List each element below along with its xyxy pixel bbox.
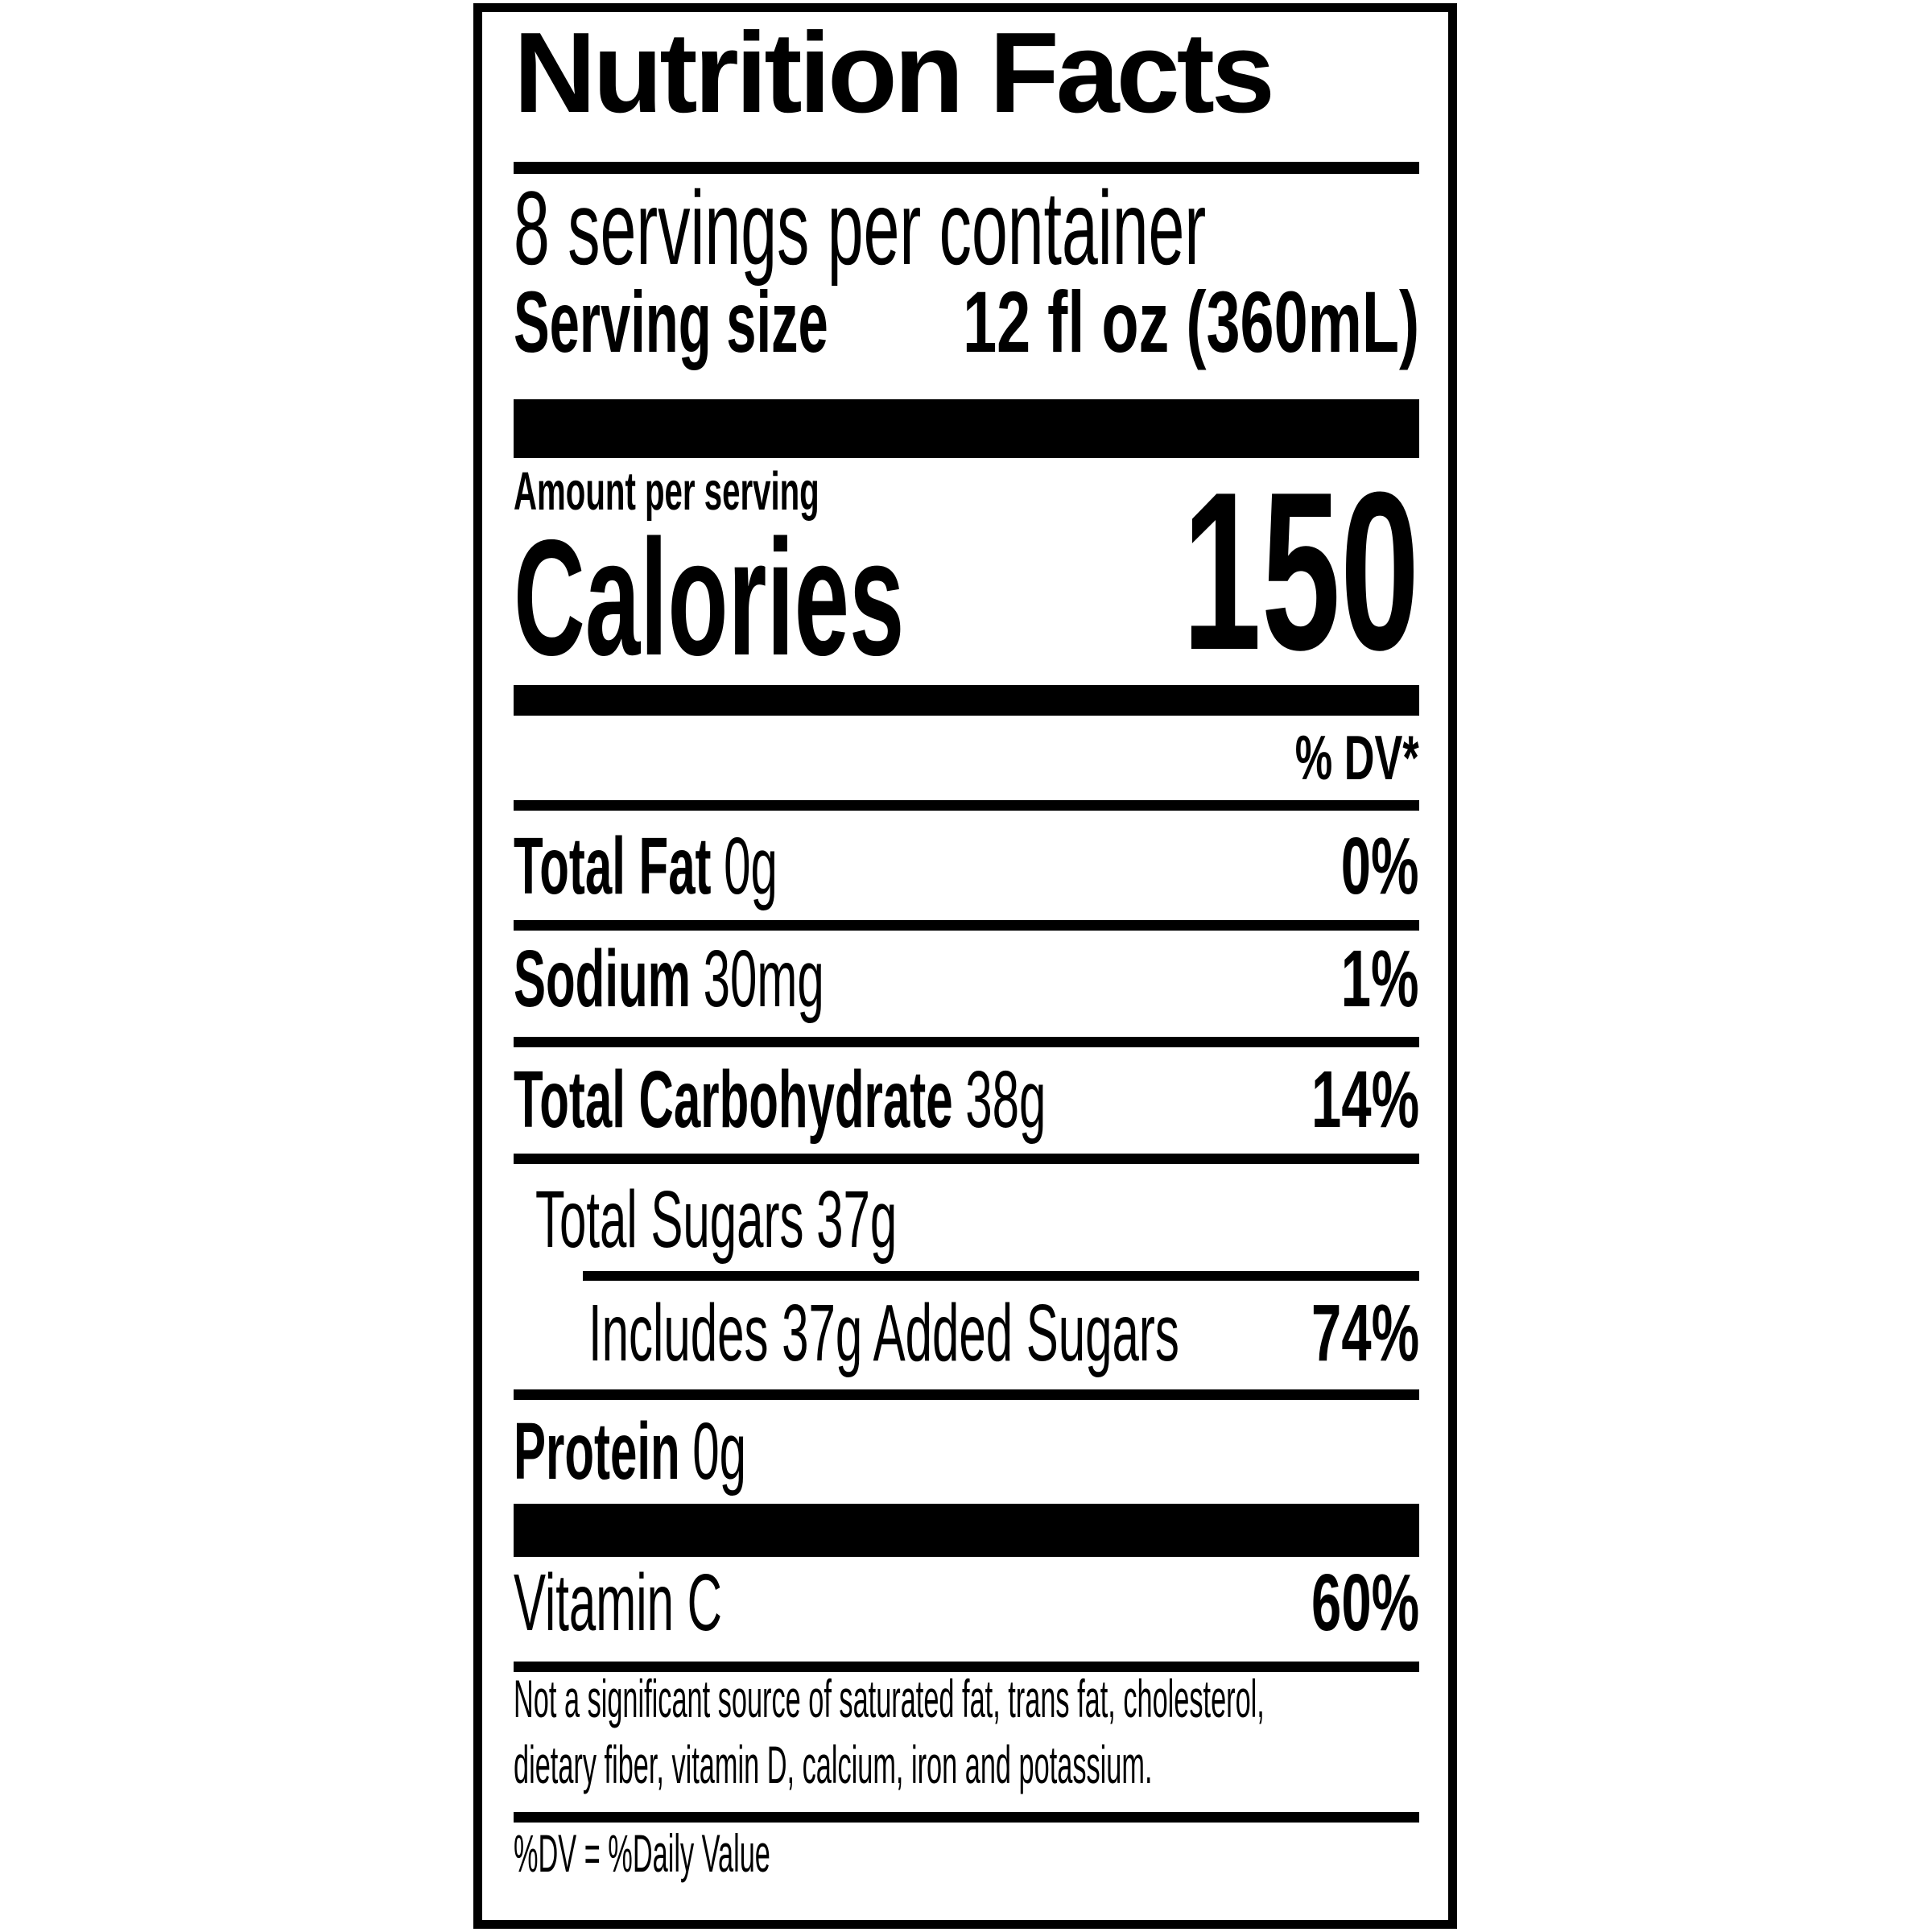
percent-dv-header: % DV* (1295, 722, 1419, 793)
divider (514, 920, 1419, 931)
nutrient-dv: 0% (1341, 821, 1419, 911)
nutrition-facts-label: Nutrition Facts 8 servings per container… (473, 3, 1457, 1929)
serving-size-value: 12 fl oz (360mL) (962, 273, 1419, 370)
vitamin-dv: 60% (1311, 1558, 1419, 1648)
divider (514, 1037, 1419, 1047)
nutrient-name-and-amount: Sodium 30mg (514, 939, 824, 1019)
nutrient-name: Total Carbohydrate (514, 1055, 953, 1145)
servings-per-container: 8 servings per container (514, 169, 1207, 287)
divider-above-dv-note (514, 1812, 1419, 1823)
calories-label: Calories (514, 506, 905, 690)
thick-bar-top (514, 399, 1419, 458)
nutrient-name: Sodium (514, 934, 691, 1024)
nutrient-amount: 0g (724, 821, 778, 911)
nutrient-amount: 37g (816, 1174, 898, 1265)
serving-size-label: Serving size (514, 273, 828, 370)
nutrient-amount: 38g (965, 1055, 1046, 1145)
divider-indented (583, 1271, 1419, 1281)
nutrient-name-and-amount: Total Carbohydrate 38g (514, 1059, 1046, 1140)
nutrient-name: Total Sugars (535, 1174, 804, 1265)
thick-bar-above-vitamins (514, 1504, 1419, 1557)
footnote-line: dietary fiber, vitamin D, calcium, iron … (514, 1735, 1153, 1794)
dv-note: %DV = %Daily Value (514, 1823, 770, 1883)
divider-under-title (514, 162, 1419, 174)
nutrient-amount: 0g (692, 1406, 747, 1496)
nutrient-name-and-amount: Total Sugars 37g (535, 1179, 897, 1260)
nutrient-name-and-amount: Total Fat 0g (514, 826, 778, 906)
divider-under-dv-header (514, 800, 1419, 811)
nutrient-name: Total Fat (514, 821, 712, 911)
label-title: Nutrition Facts (514, 9, 1275, 137)
footnote-line: Not a significant source of saturated fa… (514, 1669, 1265, 1728)
nutrient-name-and-amount: Protein 0g (514, 1411, 746, 1492)
amount-per-serving-label: Amount per serving (514, 461, 819, 522)
nutrient-name: Includes 37g Added Sugars (588, 1288, 1179, 1378)
vitamin-name: Vitamin C (514, 1558, 722, 1648)
divider (514, 1154, 1419, 1164)
nutrient-dv: 74% (1311, 1288, 1419, 1378)
nutrient-dv: 1% (1341, 934, 1419, 1024)
calories-value: 150 (1182, 446, 1419, 697)
nutrient-name: Protein (514, 1406, 680, 1496)
nutrient-amount: 30mg (703, 934, 824, 1024)
bar-under-calories (514, 685, 1419, 716)
divider-above-footnote (514, 1662, 1419, 1672)
nutrient-dv: 14% (1311, 1055, 1419, 1145)
divider (514, 1389, 1419, 1400)
